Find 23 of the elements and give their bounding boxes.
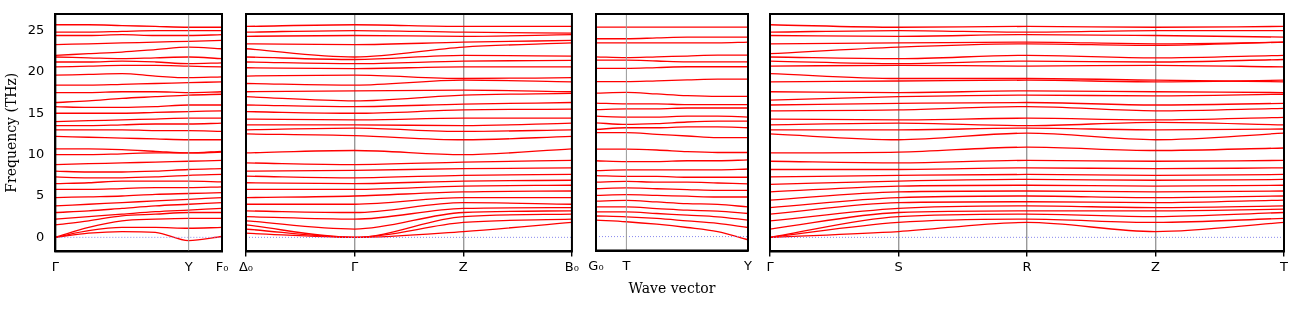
- y-axis-title: Frequency (THz): [3, 72, 20, 193]
- x-tick-label: Y: [743, 257, 753, 273]
- y-tick-label: 15: [27, 104, 45, 120]
- x-tick-label: B₀: [564, 258, 580, 274]
- y-tick-label: 5: [36, 187, 45, 203]
- y-tick-label: 10: [27, 146, 45, 161]
- x-tick-label: S: [894, 258, 903, 274]
- x-tick-label: Γ: [351, 258, 360, 274]
- x-tick-label: T: [1279, 258, 1289, 274]
- y-tick-label: 0: [36, 228, 45, 244]
- y-tick-label: 20: [27, 63, 45, 79]
- x-tick-label: G₀: [588, 257, 604, 273]
- x-tick-label: Z: [458, 258, 468, 274]
- x-tick-label: Y: [183, 258, 193, 274]
- x-tick-label: Γ: [766, 258, 775, 274]
- x-tick-label: Γ: [51, 258, 60, 274]
- x-tick-label: F₀: [215, 258, 229, 274]
- x-tick-label: T: [621, 257, 631, 273]
- x-tick-label: Δ₀: [238, 258, 254, 274]
- x-axis-title: Wave vector: [628, 280, 716, 297]
- x-tick-label: Z: [1151, 258, 1161, 274]
- y-tick-label: 25: [27, 21, 45, 37]
- x-tick-label: R: [1022, 258, 1032, 274]
